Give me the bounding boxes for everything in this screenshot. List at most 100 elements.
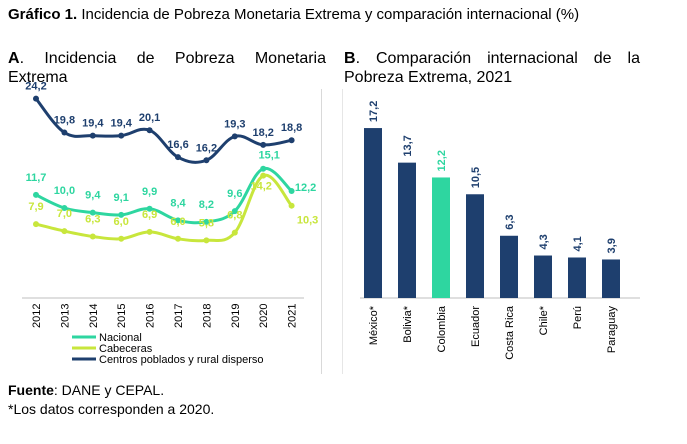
x-tick-label: 2020: [258, 304, 270, 328]
x-tick-label: 2017: [173, 304, 185, 328]
x-tick-label: Ecuador: [470, 306, 482, 347]
data-label: 15,1: [258, 150, 279, 162]
bar: [398, 162, 416, 298]
bar-chart: 17,2 México* 13,7 Bolivia* 12,2 Colombia 10,5 E…: [360, 101, 640, 360]
figure-title-text: Incidencia de Pobreza Monetaria Extrema …: [77, 6, 580, 23]
data-point: [288, 137, 295, 144]
data-point: [260, 172, 267, 179]
data-label: 6,0: [170, 216, 185, 228]
data-label: 19,8: [54, 115, 75, 127]
legend-label: Cabeceras: [99, 343, 153, 355]
data-label: 6,3: [85, 213, 100, 225]
data-label: 12,2: [436, 150, 448, 171]
data-label: 6,8: [227, 210, 242, 222]
data-point: [89, 132, 96, 139]
data-label: 11,7: [26, 172, 47, 184]
data-point: [260, 165, 267, 172]
data-point: [61, 205, 68, 211]
x-tick-label: 2021: [287, 304, 299, 328]
data-label: 13,7: [402, 135, 414, 156]
x-tick-label: Colombia: [436, 305, 448, 352]
source-text: : DANE y CEPAL.: [53, 382, 165, 398]
data-note: *Los datos corresponden a 2020.: [8, 401, 215, 417]
x-tick-label: Paraguay: [606, 306, 618, 354]
x-tick-label: 2015: [116, 304, 128, 328]
data-point: [146, 228, 153, 235]
data-point: [118, 132, 125, 139]
data-point: [146, 127, 153, 134]
series-line: [34, 97, 294, 164]
x-tick-label: 2018: [201, 304, 213, 328]
panel-a-title: A. Incidencia de Pobreza Monetaria Extre…: [8, 49, 326, 87]
x-tick-label: Bolivia*: [402, 305, 414, 342]
data-label: 8,2: [199, 199, 214, 211]
data-label: 9,4: [85, 190, 101, 202]
figure-title: Gráfico 1. Incidencia de Pobreza Monetar…: [8, 6, 579, 23]
panel-b-title-text: . Comparación internacional de la Pobrez…: [344, 50, 640, 86]
x-tick-label: 2014: [88, 304, 100, 328]
data-label: 24,2: [25, 81, 46, 93]
panel-b-frame: [342, 89, 343, 374]
legend-label: Centros poblados y rural disperso: [99, 354, 263, 366]
panel-b-letter: B: [344, 50, 356, 67]
x-tick-label: 2012: [31, 304, 43, 328]
data-label: 14,2: [250, 181, 271, 193]
data-point: [175, 217, 181, 224]
data-point: [33, 95, 39, 102]
data-point: [118, 211, 125, 218]
x-tick-label: Costa Rica: [504, 305, 516, 360]
data-label: 19,4: [110, 118, 132, 130]
data-point: [33, 221, 39, 228]
data-label: 18,8: [281, 122, 302, 134]
bar: [364, 128, 382, 298]
data-label: 6,3: [504, 214, 516, 229]
data-point: [61, 228, 68, 235]
data-label: 17,2: [368, 101, 380, 122]
data-point: [146, 205, 153, 212]
data-point: [231, 133, 238, 140]
data-label: 7,9: [28, 201, 43, 213]
data-label: 18,2: [252, 127, 273, 139]
data-label: 9,1: [114, 192, 129, 204]
data-label: 3,9: [606, 238, 618, 253]
source-note: Fuente: DANE y CEPAL.: [8, 382, 164, 398]
panel-b-title: B. Comparación internacional de la Pobre…: [344, 49, 640, 87]
data-point: [231, 229, 238, 236]
x-tick-label: Perú: [572, 306, 584, 329]
data-label: 10,3: [297, 215, 318, 227]
data-point: [175, 154, 181, 161]
panel-a-letter: A: [8, 50, 20, 67]
data-label: 6,0: [114, 216, 129, 228]
data-label: 9,6: [227, 188, 242, 200]
data-label: 7,0: [57, 208, 72, 220]
panel-divider: [321, 89, 322, 374]
bar: [466, 194, 484, 298]
panel-a-title-text: . Incidencia de Pobreza Monetaria Extrem…: [8, 50, 326, 86]
data-point: [203, 157, 210, 164]
x-tick-label: México*: [368, 305, 380, 345]
series-line: [34, 173, 294, 243]
x-tick-label: 2019: [230, 304, 242, 328]
data-point: [89, 233, 96, 240]
series-line: [34, 166, 294, 225]
line-chart: 2012 2013 2014 2015 2016 2017 2018 2019 2020 2021…: [22, 81, 318, 366]
data-label: 19,3: [224, 118, 245, 130]
bar: [432, 177, 450, 298]
bar: [602, 259, 620, 298]
bar: [534, 255, 552, 298]
data-point: [118, 235, 125, 242]
data-label: 20,1: [139, 112, 160, 124]
data-label: 19,4: [82, 118, 104, 130]
data-label: 10,0: [54, 185, 75, 197]
data-point: [231, 208, 238, 215]
legend-label: Nacional: [99, 332, 142, 344]
figure-label: Gráfico 1.: [8, 6, 78, 23]
x-tick-label: 2016: [145, 304, 157, 328]
data-label: 4,3: [538, 234, 550, 249]
data-label: 16,6: [167, 139, 188, 151]
data-point: [288, 188, 295, 195]
data-point: [33, 191, 39, 198]
data-point: [175, 235, 181, 242]
bar: [500, 235, 518, 298]
data-label: 5,8: [199, 217, 214, 229]
